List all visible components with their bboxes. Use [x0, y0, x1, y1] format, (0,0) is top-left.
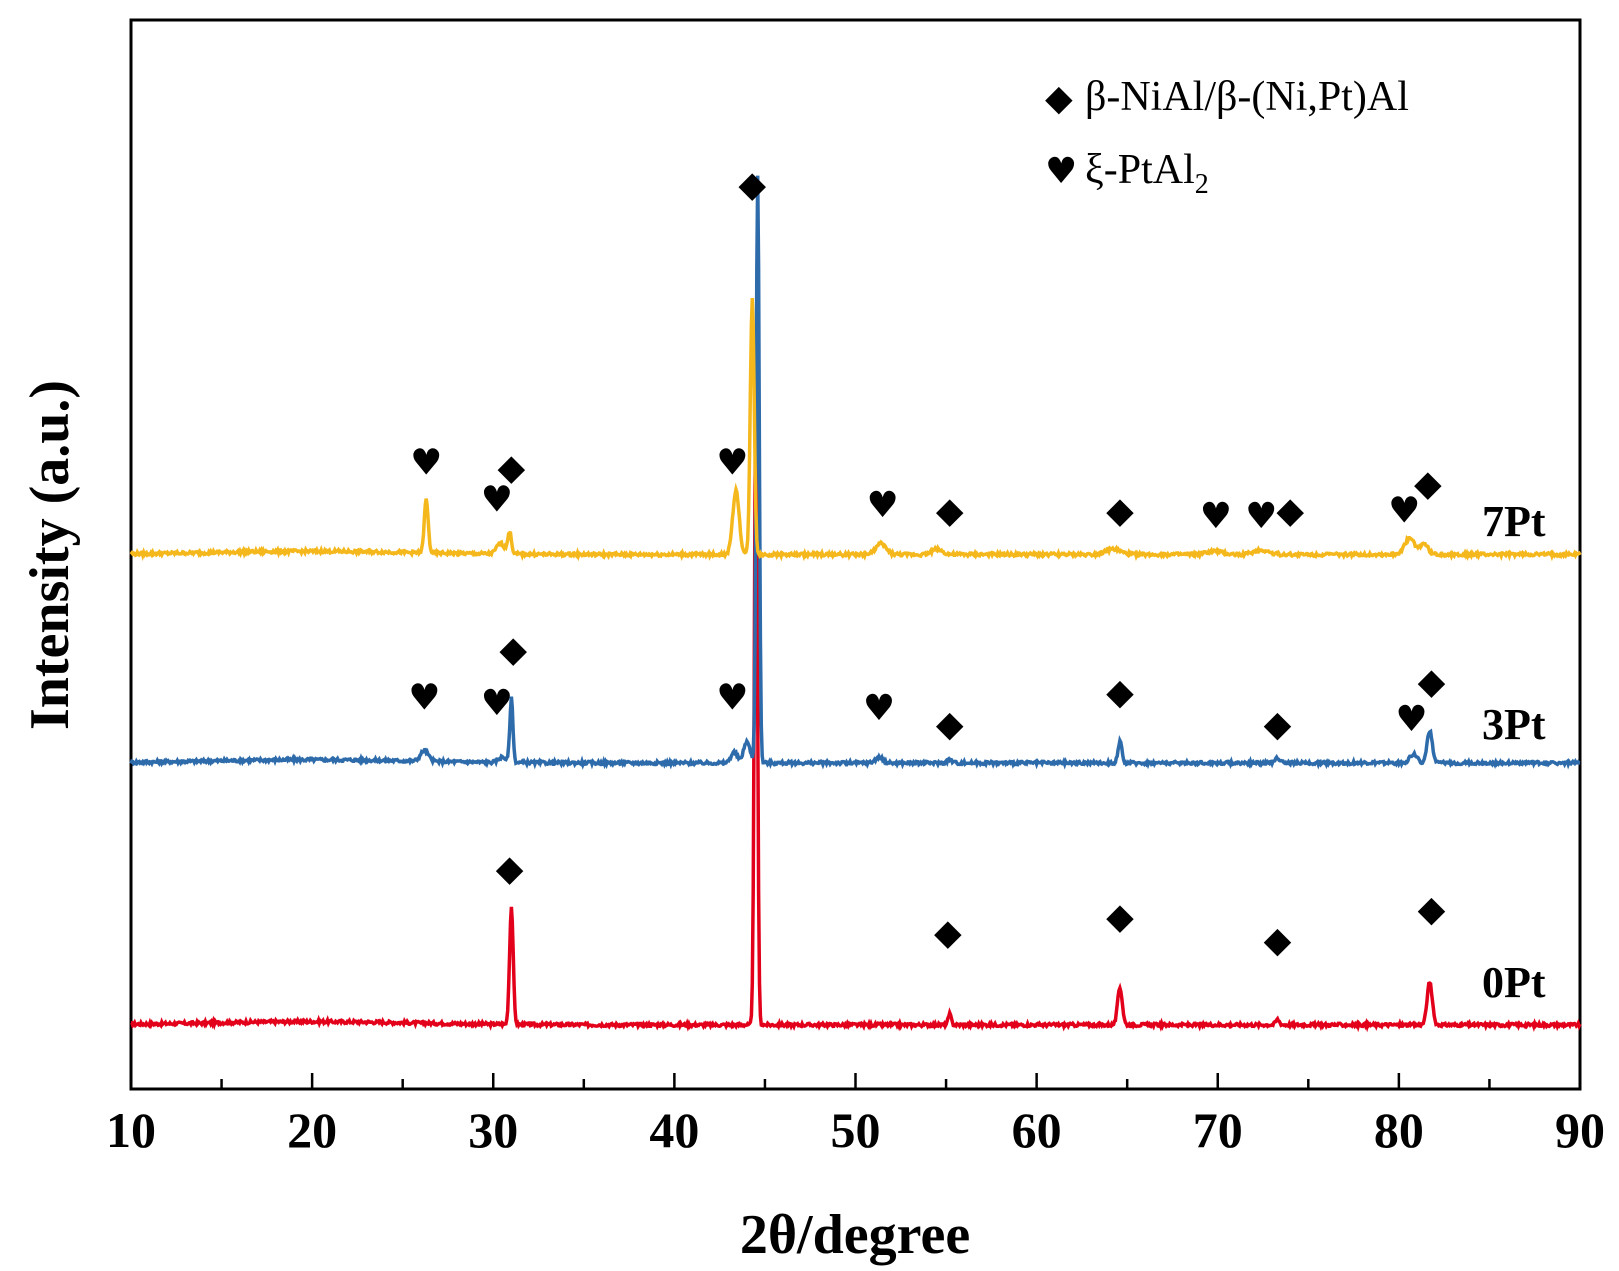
x-tick-label: 40 [649, 1102, 699, 1158]
nial-peak-marker: ◆ [1106, 672, 1134, 713]
nial-peak-marker: ◆ [934, 913, 962, 954]
nial-peak-marker: ◆ [936, 490, 964, 531]
series-line-3pt [129, 175, 1581, 770]
series-label-7pt: 7Pt [1482, 497, 1546, 546]
y-axis-title: Intensity (a.u.) [19, 380, 81, 730]
x-tick-label: 50 [831, 1102, 881, 1158]
x-tick-label: 30 [468, 1102, 518, 1158]
series-label-3pt: 3Pt [1482, 700, 1546, 749]
ptal2-peak-marker: ♥ [867, 485, 899, 526]
nial-peak-marker: ◆ [1264, 920, 1292, 961]
nial-peak-marker: ◆ [1418, 889, 1446, 930]
x-tick-label: 20 [287, 1102, 337, 1158]
ptal2-peak-marker: ♥ [481, 480, 513, 521]
ptal2-peak-marker: ♥ [1245, 496, 1277, 537]
series-line-7pt [129, 298, 1582, 562]
peak-markers: ◆◆ ◆◆◆♥ ♥◆♥ ♥ ◆◆◆ ♥◆♥♥◆ ♥◆♥ ◆ ◆ ♥ ♥◆ ♥◆ [408, 164, 1445, 961]
x-tick-label: 90 [1555, 1102, 1605, 1158]
ptal2-peak-marker: ♥ [1388, 490, 1420, 531]
nial-peak-marker: ◆ [496, 849, 524, 890]
x-axis-title: 2θ/degree [740, 1204, 970, 1266]
ptal2-peak-marker: ♥ [863, 688, 895, 729]
nial-peak-marker: ◆ [1418, 661, 1446, 702]
legend-text-ptal2: ξ-PtAl2 [1085, 147, 1209, 200]
legend-text-nial: β-NiAl/β-(Ni,Pt)Al [1085, 74, 1409, 120]
series-line-0pt [130, 382, 1582, 1033]
ptal2-peak-marker: ♥ [408, 678, 440, 719]
legend-text-ptal2-main: ξ-PtAl [1085, 147, 1195, 193]
nial-peak-marker: ◆ [1276, 490, 1304, 531]
nial-peak-marker: ◆ [499, 629, 527, 670]
x-tick-label: 10 [106, 1102, 156, 1158]
nial-peak-marker: ◆ [936, 704, 964, 745]
nial-peak-marker: ◆ [1414, 464, 1442, 505]
x-axis-ticks: 10 20 30 40 50 60 70 80 90 [106, 1073, 1605, 1158]
ptal2-peak-marker: ♥ [410, 442, 442, 483]
nial-peak-marker: ◆ [1106, 490, 1134, 531]
ptal2-peak-marker: ♥ [716, 442, 748, 483]
series-layer [129, 175, 1582, 1033]
nial-peak-marker: ◆ [1106, 897, 1134, 938]
series-label-0pt: 0Pt [1482, 958, 1546, 1007]
nial-peak-marker: ◆ [1264, 704, 1292, 745]
legend-text-ptal2-sub: 2 [1195, 169, 1209, 200]
x-tick-label: 70 [1193, 1102, 1243, 1158]
ptal2-peak-marker: ♥ [1200, 496, 1232, 537]
ptal2-peak-marker: ♥ [481, 683, 513, 724]
x-tick-label: 80 [1374, 1102, 1424, 1158]
ptal2-peak-marker: ♥ [1395, 699, 1427, 740]
nial-peak-marker: ◆ [498, 448, 526, 489]
legend: ◆ β-NiAl/β-(Ni,Pt)Al ♥ ξ-PtAl2 [1045, 74, 1409, 200]
nial-peak-marker: ◆ [738, 164, 766, 205]
legend-symbol-nial: ◆ [1045, 78, 1073, 119]
ptal2-peak-marker: ♥ [716, 678, 748, 719]
x-tick-label: 60 [1012, 1102, 1062, 1158]
legend-symbol-ptal2: ♥ [1045, 151, 1077, 192]
